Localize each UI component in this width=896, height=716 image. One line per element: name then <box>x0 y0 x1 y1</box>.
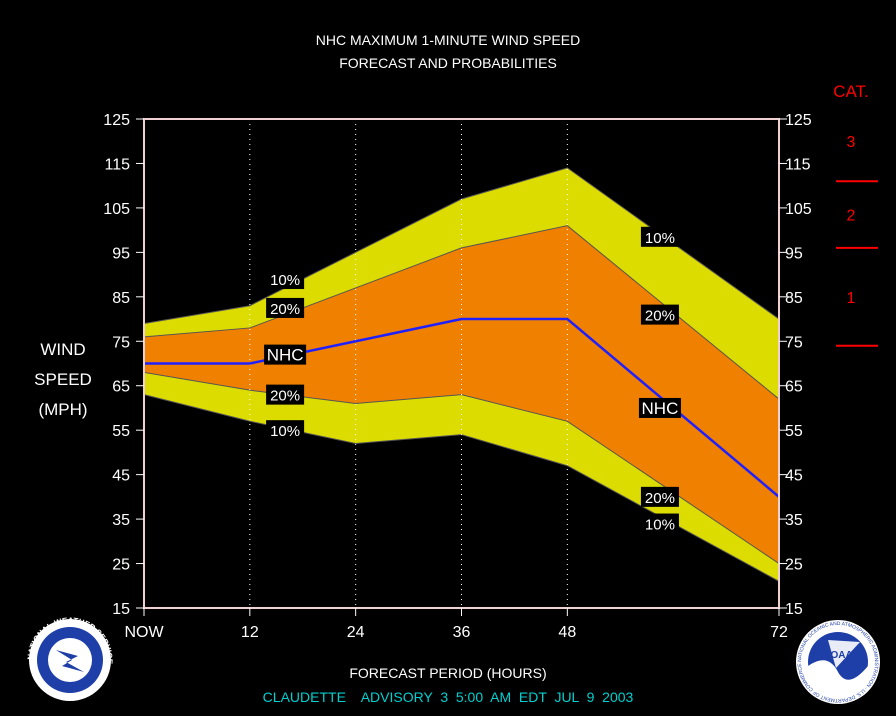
annotation-box <box>640 226 679 247</box>
annotation-box <box>640 486 679 507</box>
annotation-label: NHC <box>642 399 679 418</box>
annotation-label: 20% <box>270 388 300 405</box>
annotation-box <box>266 297 305 318</box>
annotation-box <box>638 397 681 418</box>
category-scale: CAT. 1 2 3 <box>833 82 878 347</box>
y-tick-label-left: 115 <box>104 156 130 173</box>
y-tick-label-right: 125 <box>785 112 812 129</box>
chart-subtitle: FORECAST AND PROBABILITIES <box>339 55 557 71</box>
x-axis-label: FORECAST PERIOD (HOURS) <box>349 665 547 681</box>
annotation-label: 10% <box>270 423 300 440</box>
x-tick-label: 72 <box>770 624 788 641</box>
band-edge-lower-20 <box>143 371 780 564</box>
y-tick-label-left: 45 <box>112 468 130 485</box>
category-label: 3 <box>847 134 856 151</box>
band-edge-upper-20 <box>143 225 780 400</box>
y-tick-label-left: 85 <box>112 290 130 307</box>
x-tick-label: NOW <box>124 624 164 641</box>
x-tick-label: 24 <box>347 624 365 641</box>
y-tick-label-right: 35 <box>785 512 803 529</box>
advisory-footer: CLAUDETTE ADVISORY 3 5:00 AM EDT JUL 9 2… <box>262 689 634 705</box>
y-axis-label-line: SPEED <box>34 370 92 389</box>
y-tick-label-right: 115 <box>785 156 811 173</box>
x-axis-ticks: NOW 12 24 36 48 72 <box>124 608 788 641</box>
annotation-box <box>264 344 307 365</box>
y-tick-label-right: 75 <box>785 334 803 351</box>
annotation-box <box>640 513 679 534</box>
band-edge-upper-10 <box>143 167 780 324</box>
y-tick-label-right: 45 <box>785 468 803 485</box>
y-tick-label-right: 15 <box>785 601 803 618</box>
y-tick-label-left: 35 <box>112 512 130 529</box>
y-axis-label-line: WIND <box>40 340 85 359</box>
y-tick-label-left: 75 <box>112 334 130 351</box>
y-tick-label-right: 65 <box>785 379 803 396</box>
annotation-box <box>266 420 305 441</box>
y-tick-label-left: 95 <box>112 245 130 262</box>
chart-title: NHC MAXIMUM 1-MINUTE WIND SPEED <box>315 32 581 48</box>
category-label: 1 <box>847 290 856 307</box>
band-edge-lower-10 <box>143 394 780 582</box>
annotation-label: 20% <box>270 301 300 318</box>
y-axis-ticks: 15 15 25 25 35 35 45 45 55 55 65 65 75 75 85 85 95 95 105 1… <box>103 112 812 618</box>
nhc-forecast-line <box>144 317 780 498</box>
annotation-label: NHC <box>267 346 304 365</box>
band-annotations: 10% 20% NHC 20% 10% 10% 20% NHC 20% 10% <box>264 226 681 534</box>
annotation-label: 10% <box>645 517 675 534</box>
y-tick-label-right: 95 <box>785 245 803 262</box>
y-axis-label: WIND SPEED (MPH) <box>34 340 92 419</box>
lightning-icon <box>56 650 84 672</box>
annotation-box <box>266 269 305 290</box>
nhc-line <box>144 317 780 498</box>
y-tick-label-left: 25 <box>112 557 130 574</box>
y-axis-label-line: (MPH) <box>38 400 87 419</box>
annotation-label: 10% <box>270 272 300 289</box>
annotation-box <box>266 384 305 405</box>
y-tick-label-right: 55 <box>785 423 803 440</box>
y-tick-label-left: 55 <box>112 423 130 440</box>
y-tick-label-right: 25 <box>785 557 803 574</box>
y-tick-label-right: 85 <box>785 290 803 307</box>
annotation-label: 10% <box>645 230 675 247</box>
noaa-logo-label: NOAA <box>823 650 852 661</box>
category-heading: CAT. <box>833 82 869 101</box>
y-tick-label-left: 125 <box>103 112 130 129</box>
y-tick-label-left: 105 <box>103 201 130 218</box>
annotation-label: 20% <box>645 490 675 507</box>
y-tick-label-right: 105 <box>785 201 812 218</box>
x-tick-label: 48 <box>558 624 576 641</box>
x-tick-label: 12 <box>241 624 259 641</box>
y-tick-label-left: 15 <box>112 601 130 618</box>
noaa-logo: NOAA NATIONAL OCEANIC AND ATMOSPHERIC AD… <box>796 620 880 704</box>
annotation-label: 20% <box>645 308 675 325</box>
y-tick-label-left: 65 <box>112 379 130 396</box>
category-label: 2 <box>847 208 856 225</box>
annotation-box <box>640 304 679 325</box>
x-tick-label: 36 <box>453 624 471 641</box>
